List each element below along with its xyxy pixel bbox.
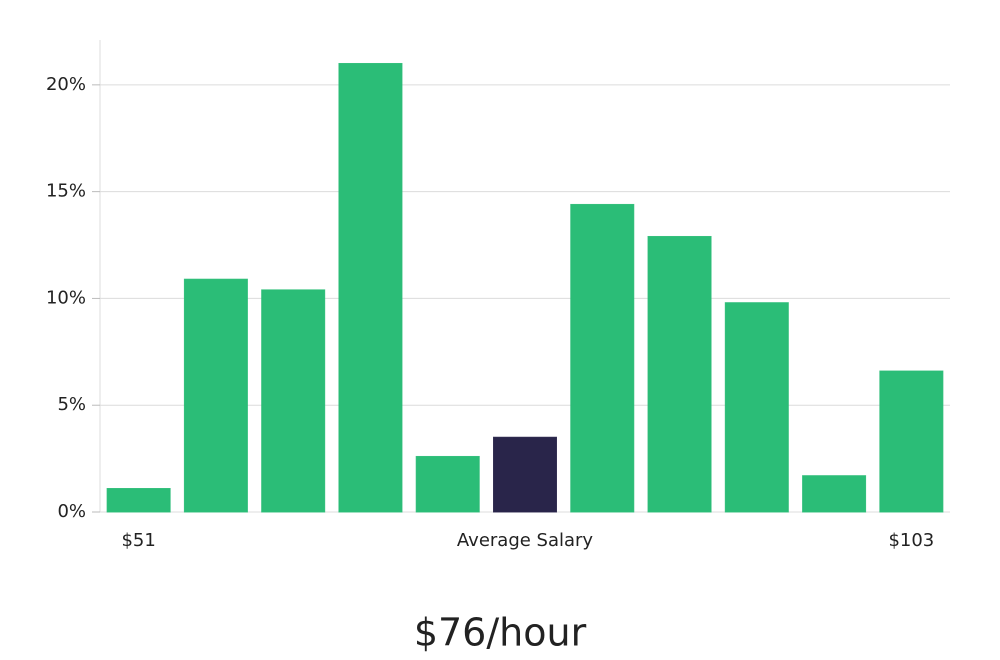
bar [647, 235, 712, 513]
y-tick-label: 0% [57, 501, 86, 522]
bar [106, 488, 171, 513]
bar [802, 475, 867, 513]
y-tick-label: 5% [57, 394, 86, 415]
bar [879, 370, 944, 513]
salary-annotation: $76/hour [414, 611, 587, 655]
y-tick-label: 20% [46, 74, 86, 95]
x-tick-label: $51 [121, 530, 155, 551]
x-tick-label: $103 [888, 530, 934, 551]
y-tick-label: 15% [46, 181, 86, 202]
bar [338, 62, 403, 513]
bar [415, 455, 480, 513]
x-tick-label: Average Salary [457, 530, 594, 551]
bar [183, 278, 248, 513]
y-tick-label: 10% [46, 287, 86, 308]
bar [493, 436, 557, 513]
bar [261, 289, 326, 513]
bar [570, 203, 635, 513]
bar [724, 302, 789, 513]
